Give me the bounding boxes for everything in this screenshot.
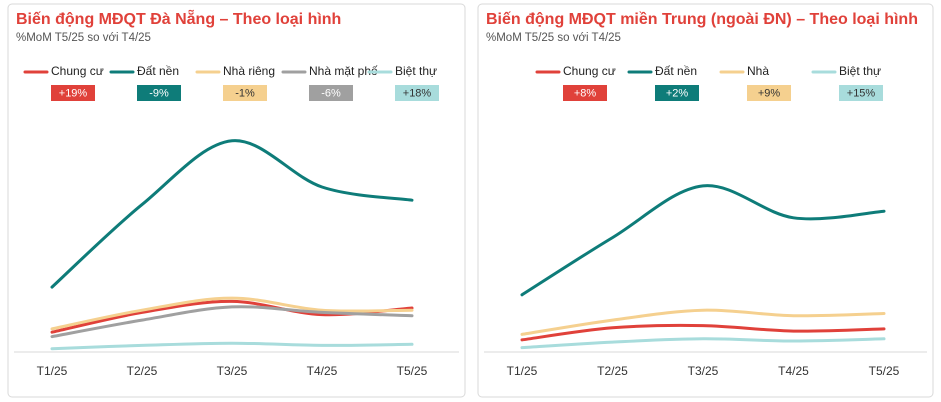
series-line	[520, 323, 886, 342]
chart-subtitle: %MoM T5/25 so với T4/25	[16, 32, 151, 44]
change-label: -9%	[149, 87, 169, 99]
change-label: -6%	[321, 87, 341, 99]
legend-label: Đất nền	[655, 64, 697, 78]
series-line	[50, 296, 414, 331]
series-line	[50, 341, 414, 351]
change-badge	[563, 85, 607, 101]
chart-title: Biến động MĐQT miền Trung (ngoài ĐN) – T…	[486, 11, 918, 28]
change-label: +18%	[403, 87, 432, 99]
legend-label: Chung cư	[563, 64, 616, 78]
chart-panel: Biến động MĐQT miền Trung (ngoài ĐN) – T…	[477, 3, 934, 398]
change-label: -1%	[235, 87, 255, 99]
chart-title: Biến động MĐQT Đà Nẵng – Theo loại hình	[16, 8, 341, 28]
series-line	[520, 184, 886, 297]
legend-label: Chung cư	[51, 64, 104, 78]
chart-panel: Biến động MĐQT Đà Nẵng – Theo loại hình%…	[7, 3, 466, 398]
legend-label: Nhà riêng	[223, 64, 275, 78]
change-badge	[839, 85, 883, 101]
x-tick-label: T5/25	[869, 364, 900, 378]
change-badge	[51, 85, 95, 101]
legend-label: Đất nền	[137, 64, 179, 78]
change-badge	[309, 85, 353, 101]
change-label: +2%	[666, 87, 689, 99]
legend-label: Biệt thự	[839, 64, 881, 78]
series-line	[50, 139, 414, 289]
change-label: +15%	[847, 87, 876, 99]
series-line	[50, 305, 414, 339]
x-tick-label: T1/25	[37, 364, 68, 378]
x-tick-label: T1/25	[507, 364, 538, 378]
series-line	[520, 337, 886, 350]
x-tick-label: T4/25	[307, 364, 338, 378]
legend-label: Nhà	[747, 64, 769, 78]
x-tick-label: T2/25	[597, 364, 628, 378]
change-label: +9%	[758, 87, 781, 99]
panel-border	[7, 3, 466, 398]
x-tick-label: T3/25	[217, 364, 248, 378]
change-badge	[747, 85, 791, 101]
series-line	[520, 308, 886, 336]
chart-subtitle: %MoM T5/25 so với T4/25	[486, 32, 621, 44]
change-badge	[395, 85, 439, 101]
legend-label: Biệt thự	[395, 64, 437, 78]
panel-border	[477, 3, 934, 398]
legend-label: Nhà mặt phố	[309, 64, 378, 78]
change-label: +8%	[574, 87, 597, 99]
change-label: +19%	[59, 87, 88, 99]
x-tick-label: T4/25	[778, 364, 809, 378]
change-badge	[655, 85, 699, 101]
x-tick-label: T5/25	[397, 364, 428, 378]
change-badge	[137, 85, 181, 101]
change-badge	[223, 85, 267, 101]
x-tick-label: T3/25	[688, 364, 719, 378]
x-tick-label: T2/25	[127, 364, 158, 378]
